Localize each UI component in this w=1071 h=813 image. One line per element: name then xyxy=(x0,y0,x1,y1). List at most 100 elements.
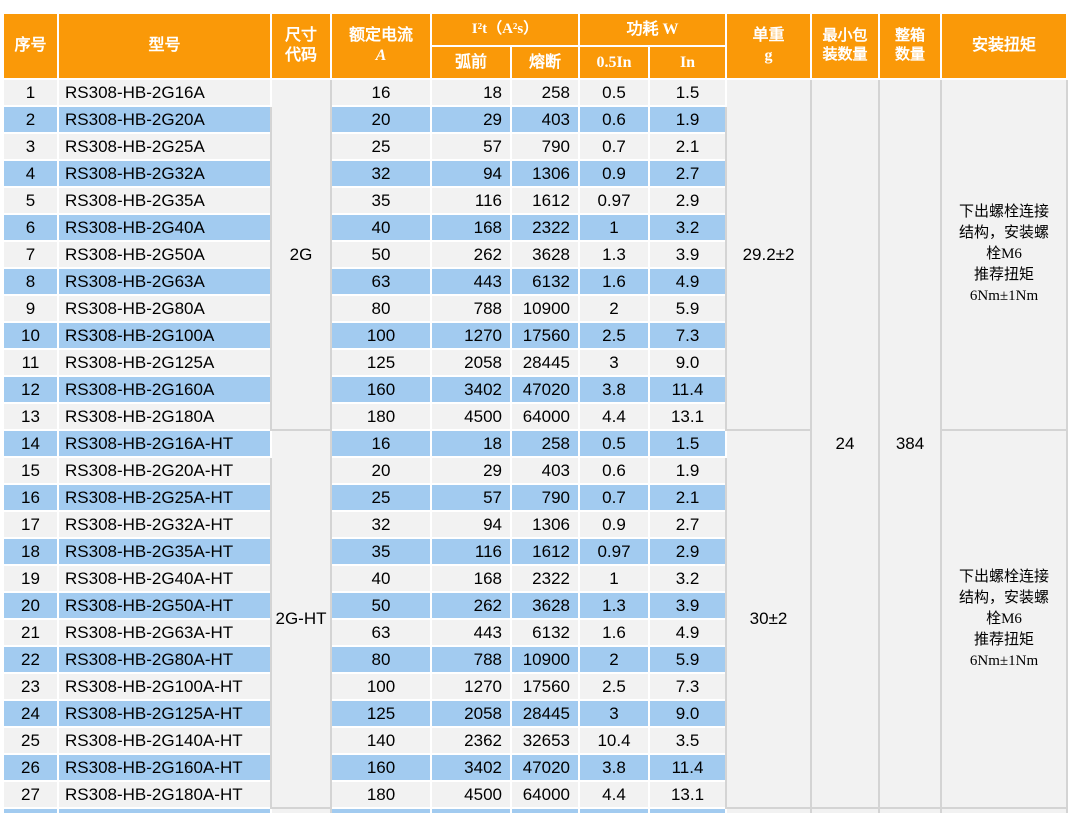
power-in-cell: 9.0 xyxy=(647,699,728,728)
model-cell: RS308-HB-2G16A xyxy=(57,78,272,107)
prearc-i2t-cell: 57 xyxy=(430,132,512,161)
rated-current-cell: 160 xyxy=(330,375,432,404)
prearc-i2t-cell: 788 xyxy=(430,294,512,323)
unit-weight-cell: 29.2±2 xyxy=(725,78,813,431)
power-in-cell: 2.1 xyxy=(647,132,728,161)
model-cell: RS308-HB-2G32A-HT xyxy=(57,510,272,539)
table-row: 10 RS308-HB-2G100A 100 1270 17560 2.5 7.3 xyxy=(2,321,1067,350)
table-row: 17 RS308-HB-2G32A-HT 32 94 1306 0.9 2.7 xyxy=(2,510,1067,539)
power-in-cell: 1.5 xyxy=(647,78,728,107)
power-half-in-cell: 2 xyxy=(578,645,650,674)
prearc-i2t-cell: 3402 xyxy=(430,375,512,404)
row-number-cell: 20 xyxy=(2,591,59,620)
power-in-cell: 7.3 xyxy=(647,672,728,701)
header-carton-qty: 整箱 数量 xyxy=(878,12,943,80)
partial-cell xyxy=(647,807,728,813)
row-number-cell: 23 xyxy=(2,672,59,701)
header-size-code: 尺寸 代码 xyxy=(270,12,332,80)
prearc-i2t-cell: 2058 xyxy=(430,348,512,377)
power-in-cell: 1.9 xyxy=(647,105,728,134)
header-mounting-torque: 安装扭矩 xyxy=(940,12,1069,80)
melt-i2t-cell: 403 xyxy=(510,105,580,134)
rated-current-cell: 140 xyxy=(330,726,432,755)
power-in-cell: 7.3 xyxy=(647,321,728,350)
row-number-cell: 8 xyxy=(2,267,59,296)
row-number-cell: 3 xyxy=(2,132,59,161)
rated-current-cell: 20 xyxy=(330,456,432,485)
model-cell: RS308-HB-2G20A-HT xyxy=(57,456,272,485)
power-half-in-cell: 0.9 xyxy=(578,159,650,188)
rated-current-cell: 80 xyxy=(330,294,432,323)
header-min-pack-qty: 最小包 装数量 xyxy=(810,12,881,80)
table-row: 11 RS308-HB-2G125A 125 2058 28445 3 9.0 xyxy=(2,348,1067,377)
rated-current-cell: 25 xyxy=(330,132,432,161)
power-half-in-cell: 1 xyxy=(578,564,650,593)
rated-current-cell: 32 xyxy=(330,510,432,539)
header-power-in: In xyxy=(647,45,728,80)
model-cell: RS308-HB-2G50A xyxy=(57,240,272,269)
table-row: 19 RS308-HB-2G40A-HT 40 168 2322 1 3.2 xyxy=(2,564,1067,593)
power-half-in-cell: 4.4 xyxy=(578,780,650,809)
table-row: 20 RS308-HB-2G50A-HT 50 262 3628 1.3 3.9 xyxy=(2,591,1067,620)
power-half-in-cell: 2 xyxy=(578,294,650,323)
model-cell: RS308-HB-2G100A xyxy=(57,321,272,350)
model-cell: RS308-HB-2G40A xyxy=(57,213,272,242)
table-body: 1 RS308-HB-2G16A 2G 16 18 258 0.5 1.5 29.2±2 24 38… xyxy=(2,78,1069,813)
model-cell: RS308-HB-2G80A xyxy=(57,294,272,323)
rated-current-cell: 35 xyxy=(330,186,432,215)
row-number-cell: 13 xyxy=(2,402,59,431)
power-half-in-cell: 10.4 xyxy=(578,726,650,755)
prearc-i2t-cell: 29 xyxy=(430,105,512,134)
carton-qty-cell: 384 xyxy=(878,78,943,809)
power-in-cell: 5.9 xyxy=(647,294,728,323)
table-row: 16 RS308-HB-2G25A-HT 25 57 790 0.7 2.1 xyxy=(2,483,1067,512)
fuse-spec-table: 序号 型号 尺寸 代码 额定电流 A I²t（A²s） 功耗 W 单重 g 最小包… xyxy=(2,12,1069,813)
rated-current-cell: 180 xyxy=(330,780,432,809)
table-row-partial xyxy=(2,807,1069,813)
power-in-cell: 4.9 xyxy=(647,267,728,296)
model-cell: RS308-HB-2G180A xyxy=(57,402,272,431)
power-in-cell: 4.9 xyxy=(647,618,728,647)
model-cell: RS308-HB-2G50A-HT xyxy=(57,591,272,620)
model-cell: RS308-HB-2G140A-HT xyxy=(57,726,272,755)
rated-current-cell: 125 xyxy=(330,699,432,728)
melt-i2t-cell: 1306 xyxy=(510,159,580,188)
size-code-cell: 2G-HT xyxy=(270,429,332,809)
table-row: 7 RS308-HB-2G50A 50 262 3628 1.3 3.9 xyxy=(2,240,1067,269)
model-cell: RS308-HB-2G125A xyxy=(57,348,272,377)
power-half-in-cell: 0.7 xyxy=(578,483,650,512)
model-cell: RS308-HB-2G63A xyxy=(57,267,272,296)
size-code-cell: 2G xyxy=(270,78,332,431)
power-in-cell: 3.2 xyxy=(647,213,728,242)
row-number-cell: 22 xyxy=(2,645,59,674)
row-number-cell: 24 xyxy=(2,699,59,728)
table-row: 18 RS308-HB-2G35A-HT 35 116 1612 0.97 2.9 xyxy=(2,537,1067,566)
prearc-i2t-cell: 116 xyxy=(430,537,512,566)
model-cell: RS308-HB-2G100A-HT xyxy=(57,672,272,701)
row-number-cell: 5 xyxy=(2,186,59,215)
prearc-i2t-cell: 168 xyxy=(430,213,512,242)
melt-i2t-cell: 1612 xyxy=(510,186,580,215)
table-row: 9 RS308-HB-2G80A 80 788 10900 2 5.9 xyxy=(2,294,1067,323)
row-number-cell: 19 xyxy=(2,564,59,593)
header-power-half-in: 0.5In xyxy=(578,45,650,80)
header-serial-number: 序号 xyxy=(2,12,59,80)
rated-current-cell: 16 xyxy=(330,429,432,458)
prearc-i2t-cell: 168 xyxy=(430,564,512,593)
melt-i2t-cell: 258 xyxy=(510,78,580,107)
table-row: 3 RS308-HB-2G25A 25 57 790 0.7 2.1 xyxy=(2,132,1067,161)
row-number-cell: 25 xyxy=(2,726,59,755)
row-number-cell: 26 xyxy=(2,753,59,782)
header-rated-current-unit: A xyxy=(375,47,387,64)
melt-i2t-cell: 17560 xyxy=(510,321,580,350)
min-pack-qty-cell: 24 xyxy=(810,78,881,809)
rated-current-cell: 80 xyxy=(330,645,432,674)
power-half-in-cell: 0.7 xyxy=(578,132,650,161)
table-row: 13 RS308-HB-2G180A 180 4500 64000 4.4 13.1 xyxy=(2,402,1067,431)
prearc-i2t-cell: 57 xyxy=(430,483,512,512)
rated-current-cell: 16 xyxy=(330,78,432,107)
power-in-cell: 1.9 xyxy=(647,456,728,485)
power-half-in-cell: 4.4 xyxy=(578,402,650,431)
row-number-cell: 14 xyxy=(2,429,59,458)
